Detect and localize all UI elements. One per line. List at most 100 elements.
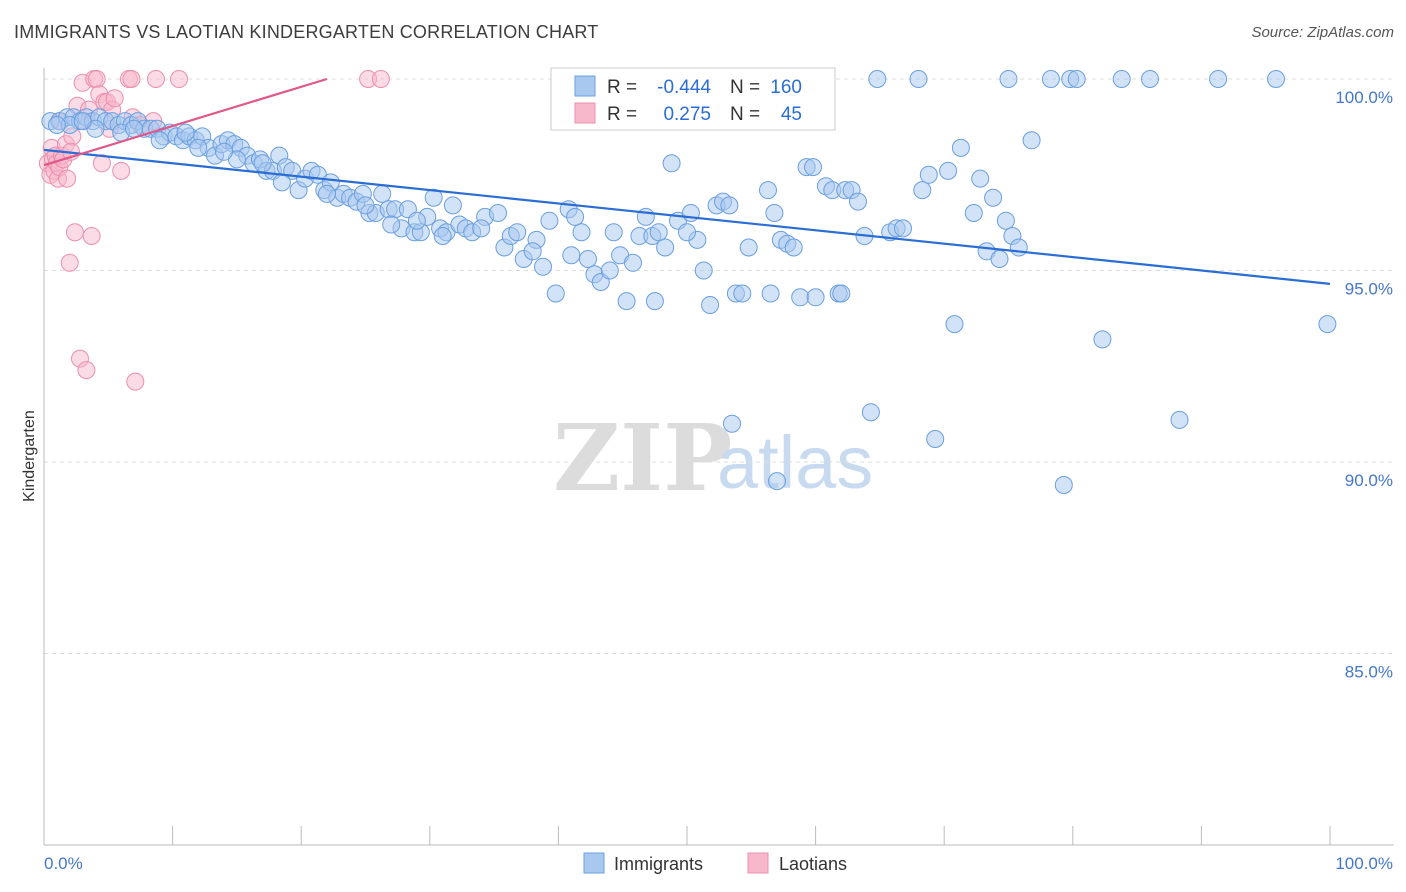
immigrants-point	[407, 211, 426, 230]
immigrants-point	[894, 219, 912, 238]
immigrants-point	[951, 138, 970, 157]
immigrants-point	[919, 165, 938, 184]
immigrants-point	[971, 169, 990, 188]
x-tick-label-max: 100.0%	[1335, 854, 1393, 873]
immigrants-point	[649, 223, 668, 242]
immigrants-point	[1041, 70, 1060, 88]
immigrants-point	[572, 223, 591, 242]
immigrants-point	[508, 223, 527, 242]
immigrants-point	[1054, 476, 1073, 494]
bottom-legend-swatch-laotians	[747, 852, 769, 874]
immigrants-point	[984, 188, 1003, 207]
immigrants-point	[189, 138, 208, 157]
legend-n-label-immigrants: N =	[730, 77, 760, 98]
immigrants-point	[733, 284, 752, 303]
immigrants-point	[604, 223, 623, 242]
immigrants-point	[945, 315, 964, 334]
watermark: ZIP atlas	[553, 404, 873, 512]
laotians-point	[112, 161, 131, 180]
immigrants-point	[913, 181, 932, 200]
laotians-point	[77, 361, 96, 380]
immigrants-point	[317, 184, 336, 203]
immigrants-point	[1267, 70, 1285, 88]
immigrants-point	[433, 227, 452, 245]
immigrants-point	[176, 123, 195, 142]
immigrants-point	[472, 219, 491, 238]
legend-r-value-immigrants: -0.444	[657, 77, 711, 98]
immigrants-point	[1022, 131, 1041, 150]
immigrants-point	[73, 112, 92, 131]
immigrants-point	[600, 261, 619, 280]
immigrants-point	[443, 196, 462, 215]
correlation-legend: R = -0.444 N = 160 R = 0.275 N = 45	[550, 67, 836, 131]
immigrants-point	[215, 142, 233, 161]
immigrants-point	[662, 154, 681, 173]
immigrants-point	[861, 403, 880, 422]
y-tick-label: 90.0%	[1345, 471, 1393, 490]
immigrants-point	[791, 288, 810, 307]
immigrants-point	[1209, 70, 1228, 88]
immigrants-point	[694, 261, 713, 280]
immigrants-point	[566, 207, 585, 226]
immigrants-trend-line	[43, 148, 1331, 285]
immigrants-point	[720, 196, 739, 215]
legend-swatch-immigrants	[574, 75, 596, 97]
laotians-point	[122, 70, 141, 88]
laotians-point	[170, 70, 188, 88]
legend-swatch-laotians	[574, 102, 596, 124]
immigrants-point	[832, 284, 851, 303]
laotians-point	[60, 253, 79, 272]
immigrants-point	[624, 253, 642, 272]
immigrants-point	[909, 70, 928, 88]
immigrants-point	[768, 472, 786, 491]
immigrants-point	[253, 154, 272, 173]
legend-n-value-laotians: 45	[781, 104, 802, 125]
immigrants-point	[373, 184, 392, 203]
laotians-point	[82, 227, 101, 245]
immigrants-point	[1067, 70, 1086, 88]
immigrants-point	[806, 288, 825, 307]
legend-n-value-immigrants: 160	[770, 77, 802, 98]
immigrants-point	[678, 223, 696, 242]
laotians-point	[105, 89, 124, 108]
immigrants-point	[761, 284, 780, 303]
axes	[43, 68, 1394, 846]
legend-r-value-laotians: 0.275	[663, 104, 711, 125]
series-legend: Immigrants Laotians	[583, 852, 847, 874]
legend-r-label-laotians: R =	[607, 104, 637, 125]
x-ticks	[43, 826, 1331, 845]
immigrants-point	[1093, 330, 1112, 349]
y-tick-label: 85.0%	[1345, 663, 1393, 682]
laotians-point	[65, 223, 84, 242]
immigrants-point	[489, 204, 507, 222]
laotians-point	[371, 70, 390, 88]
immigrants-point	[523, 242, 542, 261]
y-axis-title: Kindergarten	[21, 410, 38, 502]
legend-box	[550, 67, 836, 131]
immigrants-point	[701, 296, 720, 314]
laotians-trend-line	[43, 77, 328, 167]
immigrants-points	[41, 70, 1337, 494]
immigrants-point	[1170, 410, 1189, 429]
laotians-point	[87, 70, 106, 88]
immigrants-point	[1009, 238, 1028, 257]
immigrants-point	[849, 192, 867, 211]
immigrants-point	[739, 238, 758, 257]
y-tick-labels: 100.0% 95.0% 90.0% 85.0%	[1335, 88, 1393, 682]
chart-title: IMMIGRANTS VS LAOTIAN KINDERGARTEN CORRE…	[14, 22, 599, 42]
immigrants-point	[1141, 70, 1159, 88]
immigrants-point	[534, 257, 552, 276]
immigrants-point	[546, 284, 565, 303]
watermark-zip: ZIP	[553, 404, 732, 512]
immigrants-point	[784, 238, 803, 257]
immigrants-point	[964, 204, 983, 222]
immigrants-point	[645, 292, 664, 311]
immigrants-point	[656, 238, 675, 257]
bottom-legend-laotians: Laotians	[779, 854, 847, 874]
bottom-legend-immigrants: Immigrants	[614, 854, 703, 874]
immigrants-point	[999, 70, 1018, 88]
immigrants-point	[765, 204, 784, 222]
laotians-point	[58, 169, 77, 188]
legend-n-label-laotians: N =	[730, 104, 760, 125]
bottom-legend-swatch-immigrants	[583, 852, 605, 874]
